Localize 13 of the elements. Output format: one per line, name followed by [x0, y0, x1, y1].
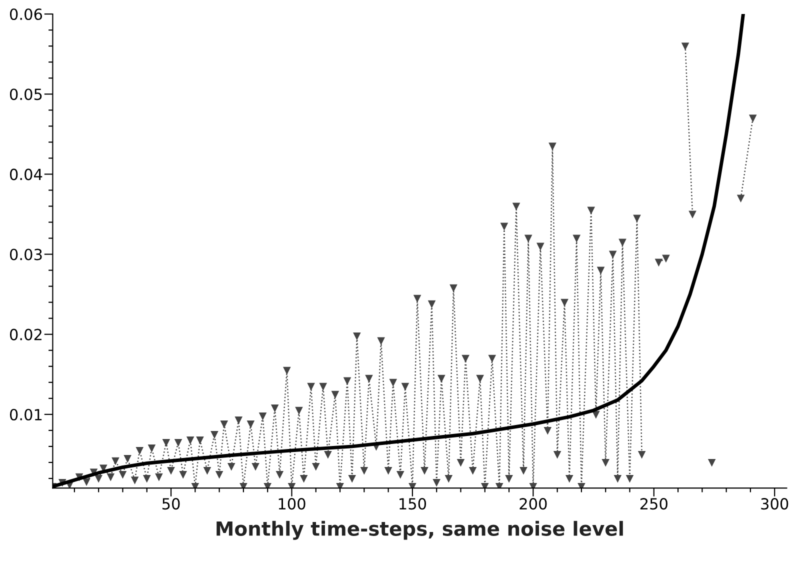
- y-tick-label: 0.05: [10, 88, 42, 100]
- x-tick-label: 200: [520, 498, 547, 510]
- y-tick-label: 0.06: [10, 8, 42, 20]
- x-tick-label: 250: [640, 498, 668, 510]
- y-tick-label: 0.02: [10, 328, 42, 340]
- x-tick-label: 100: [278, 498, 306, 510]
- x-tick-label: 150: [400, 498, 426, 510]
- y-tick-label: 0.01: [10, 408, 42, 420]
- x-tick-label: 300: [761, 498, 788, 510]
- x-tick-label: 50: [162, 498, 180, 510]
- y-tick-label: 0.04: [10, 168, 42, 180]
- x-axis-title: Monthly time-steps, same noise level: [216, 520, 623, 540]
- y-tick-label: 0.03: [10, 248, 42, 260]
